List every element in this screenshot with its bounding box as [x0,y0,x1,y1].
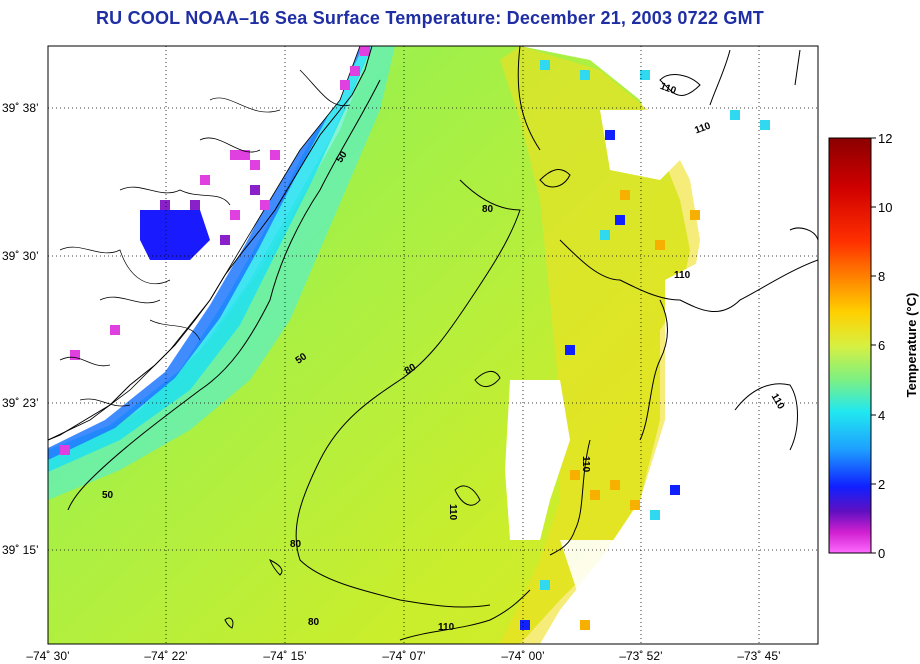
contour-label: 50 [102,490,114,501]
colorbar: 12 10 8 6 4 2 0 Temperature (°C) [828,131,919,561]
contour-label: 110 [438,622,455,633]
lon-label: –74˚ 30’ [26,649,69,663]
colorbar-gradient [828,137,872,554]
lat-label: 39˚ 38’ [2,101,39,115]
latitude-labels: 39˚ 38’ 39˚ 30’ 39˚ 23’ 39˚ 15’ [2,101,39,557]
colorbar-tick-label: 4 [878,408,885,423]
lon-label: –74˚ 00’ [501,649,544,663]
colorbar-tick-label: 8 [878,269,885,284]
warm-offshore-band [500,46,700,644]
colorbar-tick-label: 0 [878,546,885,561]
colorbar-label: Temperature (°C) [904,293,919,398]
lon-label: –74˚ 07’ [382,649,425,663]
colorbar-tick-label: 12 [878,131,892,146]
contour-label: 110 [674,270,691,281]
contour-label: 80 [308,617,320,628]
contour-label: 110 [659,81,678,97]
contour-label: 80 [290,539,302,550]
warm-pixels [570,190,700,630]
magenta-pixels [60,46,370,455]
contour-label: 110 [447,504,458,521]
coastline [48,46,373,441]
lat-label: 39˚ 30’ [2,249,39,263]
cyan-pixels [540,60,770,590]
lon-label: –74˚ 22’ [144,649,187,663]
purple-pixels [160,185,260,245]
map-panel[interactable]: 50 50 50 80 80 80 80 110 110 110 110 110… [48,46,818,644]
lat-label: 39˚ 23’ [2,396,39,410]
contour-label: 80 [482,204,494,215]
bay-blue-pixels [140,210,210,260]
lon-label: –74˚ 15’ [263,649,306,663]
cloud-gap-3 [560,540,620,600]
isotherm-contours [67,46,818,641]
lon-label: –73˚ 45’ [737,649,780,663]
colorbar-tick-label: 2 [878,477,885,492]
contour-label: 110 [693,120,712,136]
lon-label: –73˚ 52’ [619,649,662,663]
lat-label: 39˚ 15’ [2,543,39,557]
colorbar-tick-label: 6 [878,338,885,353]
contour-label: 80 [403,362,419,377]
cloud-gap-1 [505,380,570,540]
map-title: RU COOL NOAA–16 Sea Surface Temperature:… [95,8,764,28]
contour-label: 110 [580,456,591,473]
no-data-east [620,200,818,644]
longitude-labels: –74˚ 30’ –74˚ 22’ –74˚ 15’ –74˚ 07’ –74˚… [26,649,780,663]
map-frame [47,45,819,645]
colorbar-ticks [871,137,876,554]
graticule [48,46,818,644]
colorbar-tick-label: 10 [878,200,892,215]
cloud-gap-2 [600,110,690,180]
